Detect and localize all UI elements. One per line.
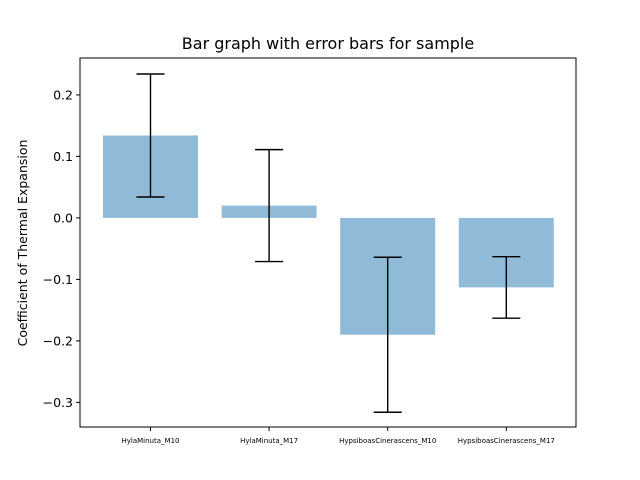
y-tick-label: 0.0 [53,210,73,225]
y-tick-label: −0.2 [43,333,73,348]
axes-frame [79,57,577,428]
x-tick-label: HypsiboasCinerascens_M10 [339,437,436,445]
y-tick-label: −0.3 [43,395,73,410]
y-tick-label: −0.1 [43,272,73,287]
x-tick-label: HylaMinuta_M10 [122,437,180,445]
chart-title: Bar graph with error bars for sample [182,34,474,53]
x-tick-label: HypsiboasCinerascens_M17 [458,437,555,445]
x-tick-label: HylaMinuta_M17 [240,437,298,445]
y-tick-label: 0.2 [53,87,73,102]
plot-area: −0.3 −0.2 −0.1 0.0 0.1 0.2 HylaMinuta_M10 HylaM… [43,73,555,445]
y-axis-label: Coefficient of Thermal Expansion [15,140,30,347]
y-tick-label: 0.1 [53,149,73,164]
